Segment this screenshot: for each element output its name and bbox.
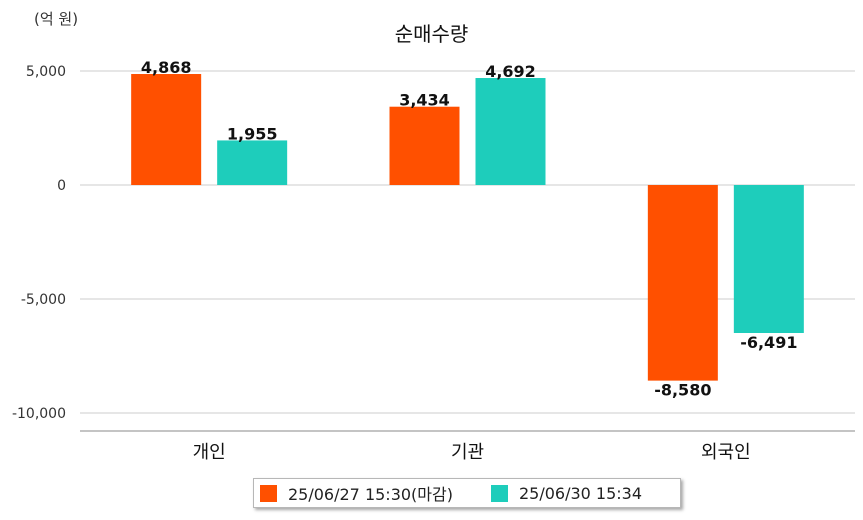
x-tick-label: 기관: [451, 442, 484, 463]
data-label: -6,491: [740, 333, 797, 352]
y-tick-label: 5,000: [26, 64, 66, 80]
legend-item-series-2[interactable]: 25/06/30 15:34: [490, 483, 643, 503]
data-label: 1,955: [227, 124, 278, 143]
x-tick-label: 개인: [193, 442, 226, 463]
legend-label-series-1: 25/06/27 15:30(마감): [288, 485, 453, 504]
y-unit-label: (억 원): [34, 10, 79, 28]
bar-2-1[interactable]: [217, 140, 288, 185]
data-label: 4,692: [485, 62, 536, 81]
legend-swatch-series-2: [490, 484, 508, 502]
chart-title: 순매수량: [394, 22, 469, 46]
bar-1-2[interactable]: [389, 106, 460, 185]
legend-swatch-series-1: [260, 484, 277, 502]
bar-2-2[interactable]: [475, 78, 546, 185]
data-label: 3,434: [399, 91, 450, 110]
x-tick-label: 외국인: [701, 442, 751, 463]
y-tick-label: -5,000: [21, 292, 66, 308]
y-tick-label: -10,000: [12, 406, 66, 422]
bar-1-3[interactable]: [647, 185, 718, 381]
bar-1-1[interactable]: [131, 74, 202, 185]
legend-item-series-1[interactable]: 25/06/27 15:30(마감): [260, 481, 453, 505]
data-label: -8,580: [654, 381, 711, 400]
bar-2-3[interactable]: [733, 185, 804, 333]
legend: 25/06/27 15:30(마감) 25/06/30 15:34: [253, 478, 681, 508]
legend-label-series-2: 25/06/30 15:34: [518, 483, 643, 503]
y-tick-label: 0: [57, 178, 66, 194]
data-label: 4,868: [141, 58, 192, 77]
